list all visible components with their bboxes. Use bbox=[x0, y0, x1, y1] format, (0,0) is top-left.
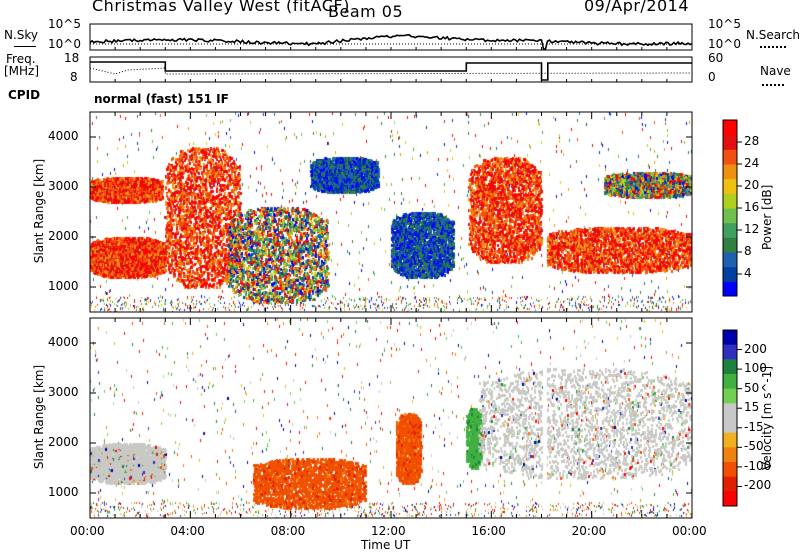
velocity-colorbar-frame bbox=[722, 329, 738, 507]
freq-label: Freq. bbox=[6, 52, 36, 66]
y-tick-label-1-3: 4000 bbox=[48, 335, 79, 349]
velocity-colorbar-segment bbox=[723, 491, 737, 507]
power-cb-tick-label-6: 28 bbox=[744, 134, 760, 148]
power-colorbar-segment bbox=[723, 237, 737, 253]
power-colorbar-segment bbox=[723, 149, 737, 165]
power-heatmap-image bbox=[90, 112, 692, 312]
power-colorbar-segment bbox=[723, 252, 737, 268]
velocity-cb-tick-label-6: -100 bbox=[744, 458, 772, 473]
velocity-cb-tick-label-7: -200 bbox=[744, 478, 772, 493]
y-tick-label-0-1: 2000 bbox=[48, 229, 79, 243]
power-colorbar-label: Power [dB] bbox=[760, 184, 774, 250]
x-tick-label-3: 12:00 bbox=[371, 524, 406, 538]
nave-dotted-legend bbox=[762, 84, 784, 86]
velocity-colorbar-segment bbox=[723, 388, 737, 404]
y-tick-label-1-0: 1000 bbox=[48, 485, 79, 499]
power-cb-tick-label-2: 12 bbox=[744, 222, 760, 236]
velocity-cb-tick-label-0: 200 bbox=[744, 341, 767, 356]
power-colorbar-segment bbox=[723, 208, 737, 224]
velocity-colorbar-segment bbox=[723, 403, 737, 419]
power-colorbar-segment bbox=[723, 164, 737, 180]
freq-tick-bottom: 8 bbox=[70, 70, 78, 84]
velocity-colorbar-segment bbox=[723, 462, 737, 478]
velocity-colorbar-segment bbox=[723, 359, 737, 375]
x-tick-label-6: 00:00 bbox=[672, 524, 707, 538]
nsky-tick-bottom: 10^0 bbox=[48, 37, 81, 51]
velocity-cb-tick-label-2: 50 bbox=[744, 380, 760, 395]
nave-label: Nave bbox=[760, 64, 791, 78]
x-tick-label-2: 08:00 bbox=[270, 524, 306, 538]
x-tick-label-5: 20:00 bbox=[571, 524, 607, 538]
power-colorbar-segment bbox=[723, 266, 737, 282]
velocity-colorbar-segment bbox=[723, 330, 737, 346]
velocity-cb-tick-label-5: -50 bbox=[744, 439, 764, 454]
x-tick-label-1: 04:00 bbox=[170, 524, 205, 538]
power-cb-tick-label-5: 24 bbox=[744, 156, 760, 170]
power-cb-tick-label-1: 8 bbox=[744, 244, 752, 258]
velocity-colorbar-segment bbox=[723, 432, 737, 448]
y-axis-label-1: Slant Range [km] bbox=[32, 364, 46, 470]
velocity-heatmap-image bbox=[90, 318, 692, 518]
y-tick-label-1-1: 2000 bbox=[48, 435, 79, 449]
x-axis-label: Time UT bbox=[361, 538, 411, 552]
power-colorbar-segment bbox=[723, 281, 737, 297]
velocity-colorbar-segment bbox=[723, 476, 737, 492]
station-title: Christmas Valley West (fitACF) bbox=[92, 0, 350, 15]
x-tick-label-4: 16:00 bbox=[471, 524, 506, 538]
nsky-trace bbox=[89, 33, 693, 50]
power-cb-tick-label-3: 16 bbox=[744, 200, 760, 214]
velocity-colorbar-segment bbox=[723, 418, 737, 434]
nsearch-dotted-legend bbox=[760, 46, 786, 48]
velocity-cb-tick-label-3: 15 bbox=[744, 400, 760, 415]
velocity-colorbar-segment bbox=[723, 447, 737, 463]
y-tick-label-1-2: 3000 bbox=[48, 385, 79, 399]
freq-trace bbox=[90, 61, 692, 81]
velocity-colorbar-segment bbox=[723, 374, 737, 390]
nave-trace bbox=[89, 67, 693, 75]
nsky-label: N.Sky bbox=[4, 28, 39, 42]
y-axis-label-0: Slant Range [km] bbox=[32, 158, 46, 264]
nave-tick-top: 60 bbox=[708, 51, 724, 65]
freq-panel-frame bbox=[89, 56, 693, 83]
freq-tick-top: 18 bbox=[64, 51, 80, 65]
power-colorbar-segment bbox=[723, 178, 737, 194]
velocity-colorbar-label: Velocity [m s^-1] bbox=[760, 365, 774, 470]
cpid-value: normal (fast) 151 IF bbox=[94, 92, 229, 106]
cpid-label: CPID bbox=[8, 88, 41, 102]
nsearch-tick-top: 10^5 bbox=[708, 17, 741, 31]
nsearch-tick-bottom: 10^0 bbox=[708, 37, 741, 51]
power-colorbar-segment bbox=[723, 134, 737, 150]
velocity-cb-tick-label-4: -15 bbox=[744, 419, 764, 434]
power-colorbar-segment bbox=[723, 120, 737, 136]
power-colorbar-segment bbox=[723, 222, 737, 238]
power-colorbar-segment bbox=[723, 193, 737, 209]
y-tick-label-0-2: 3000 bbox=[48, 179, 79, 193]
y-tick-label-0-0: 1000 bbox=[48, 279, 79, 293]
nave-tick-bottom: 0 bbox=[708, 70, 716, 84]
nsky-label-underline bbox=[14, 46, 36, 47]
y-tick-label-0-3: 4000 bbox=[48, 129, 79, 143]
power-cb-tick-label-0: 4 bbox=[744, 266, 752, 280]
freq-unit: [MHz] bbox=[4, 64, 40, 78]
velocity-cb-tick-label-1: 100 bbox=[744, 361, 767, 376]
date-title: 09/Apr/2014 bbox=[584, 0, 690, 15]
x-tick-label-0: 00:00 bbox=[70, 524, 105, 538]
power-cb-tick-label-4: 20 bbox=[744, 178, 760, 192]
velocity-colorbar-segment bbox=[723, 344, 737, 360]
nsearch-label: N.Search bbox=[746, 28, 800, 42]
beam-title: Beam 05 bbox=[328, 2, 404, 21]
nsky-tick-top: 10^5 bbox=[48, 17, 81, 31]
